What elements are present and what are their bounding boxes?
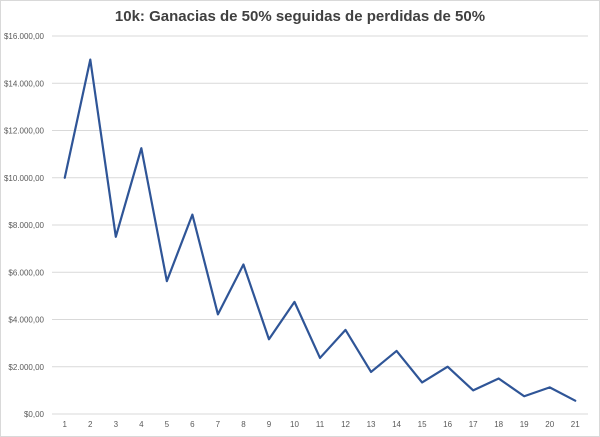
y-tick-label: $0,00 [24,410,45,419]
data-point [523,395,525,397]
data-point [498,378,500,380]
data-point [549,386,551,388]
y-tick-label: $12.000,00 [4,127,45,136]
data-point [166,280,168,282]
data-point [574,400,576,402]
series-layer [63,58,577,402]
x-tick-label: 21 [571,420,580,429]
x-tick-label: 10 [290,420,299,429]
x-tick-label: 13 [367,420,376,429]
data-point [64,177,66,179]
x-tick-label: 8 [241,420,246,429]
series-line [63,58,577,402]
x-tick-label: 11 [316,420,325,429]
x-tick-label: 4 [139,420,144,429]
chart-title: 10k: Ganacias de 50% seguidas de perdida… [114,8,486,25]
data-point [421,381,423,383]
data-point [345,329,347,331]
x-tick-label: 14 [392,420,401,429]
x-tick-label: 17 [469,420,478,429]
x-tick-label: 1 [63,420,68,429]
x-tick-label: 15 [418,420,427,429]
y-tick-label: $10.000,00 [4,174,45,183]
data-point [140,147,142,149]
data-point [319,357,321,359]
y-tick-label: $2.000,00 [8,363,44,372]
x-tick-label: 16 [443,420,452,429]
x-tick-label: 3 [114,420,119,429]
x-tick-label: 9 [267,420,272,429]
data-point [217,313,219,315]
y-tick-label: $4.000,00 [8,316,44,325]
x-axis-tick-labels: 1 2 3 4 5 6 7 8 9 10 11 12 13 14 15 16 17 18 19 20 21 [63,420,581,429]
x-tick-label: 5 [165,420,170,429]
data-point [268,338,270,340]
x-tick-label: 19 [520,420,529,429]
data-point [115,236,117,238]
x-tick-label: 18 [494,420,503,429]
data-point [191,214,193,216]
y-tick-label: $8.000,00 [8,221,44,230]
data-point [472,389,474,391]
data-point [396,350,398,352]
data-point [293,301,295,303]
data-point [89,59,91,61]
x-tick-label: 6 [190,420,195,429]
data-point [370,371,372,373]
y-tick-label: $16.000,00 [4,32,45,41]
data-point [242,263,244,265]
y-tick-label: $14.000,00 [4,79,45,88]
x-tick-label: 2 [88,420,93,429]
y-axis-tick-labels: $0,00 $2.000,00 $4.000,00 $6.000,00 $8.000,0… [4,32,45,419]
data-point [447,366,449,368]
gridlines [52,35,588,368]
x-tick-label: 12 [341,420,350,429]
x-tick-label: 7 [216,420,221,429]
y-tick-label: $6.000,00 [8,268,44,277]
x-tick-label: 20 [545,420,554,429]
